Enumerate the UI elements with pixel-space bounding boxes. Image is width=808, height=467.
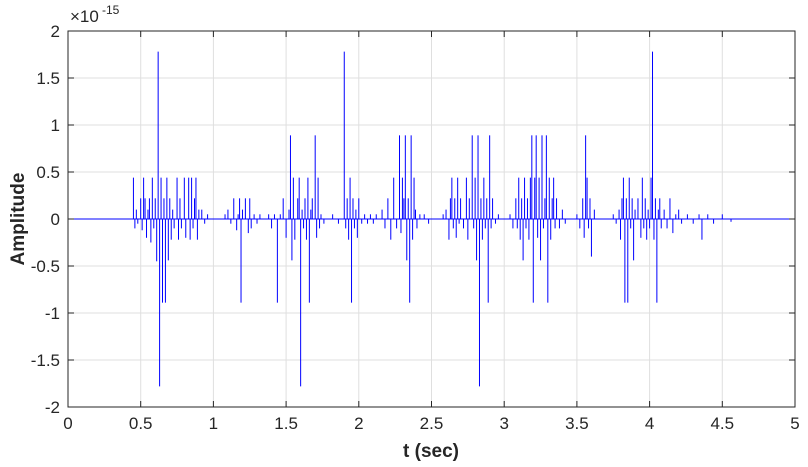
y-tick-label: -1.5	[31, 351, 60, 370]
y-tick-label: 1	[51, 116, 60, 135]
x-tick-label: 0.5	[129, 414, 153, 433]
x-tick-label: 1.5	[274, 414, 298, 433]
y-axis-label: Amplitude	[8, 173, 29, 266]
x-tick-label: 2.5	[420, 414, 444, 433]
y-tick-label: 1.5	[36, 69, 60, 88]
y-tick-label: -1	[45, 304, 60, 323]
x-tick-label: 3.5	[565, 414, 589, 433]
y-multiplier: ×10	[70, 7, 99, 26]
signal-series	[132, 51, 732, 387]
x-tick-label: 4	[645, 414, 654, 433]
axis-ticks	[67, 30, 796, 408]
x-tick-labels: 0 0.5 1 1.5 2 2.5 3 3.5 4 4.5 5	[63, 414, 799, 433]
y-tick-label: 0.5	[36, 163, 60, 182]
y-tick-labels: 2 1.5 1 0.5 0 -0.5 -1 -1.5 -2	[31, 22, 60, 417]
x-tick-label: 0	[63, 414, 72, 433]
y-tick-label: 2	[51, 22, 60, 41]
y-tick-label: 0	[51, 210, 60, 229]
x-tick-label: 2	[354, 414, 363, 433]
y-multiplier-exponent: -15	[102, 3, 120, 17]
x-tick-label: 5	[790, 414, 799, 433]
x-tick-label: 3	[499, 414, 508, 433]
x-axis-label: t (sec)	[403, 441, 459, 462]
y-tick-label: -2	[45, 398, 60, 417]
x-tick-label: 4.5	[710, 414, 734, 433]
y-tick-label: -0.5	[31, 257, 60, 276]
x-tick-label: 1	[209, 414, 218, 433]
